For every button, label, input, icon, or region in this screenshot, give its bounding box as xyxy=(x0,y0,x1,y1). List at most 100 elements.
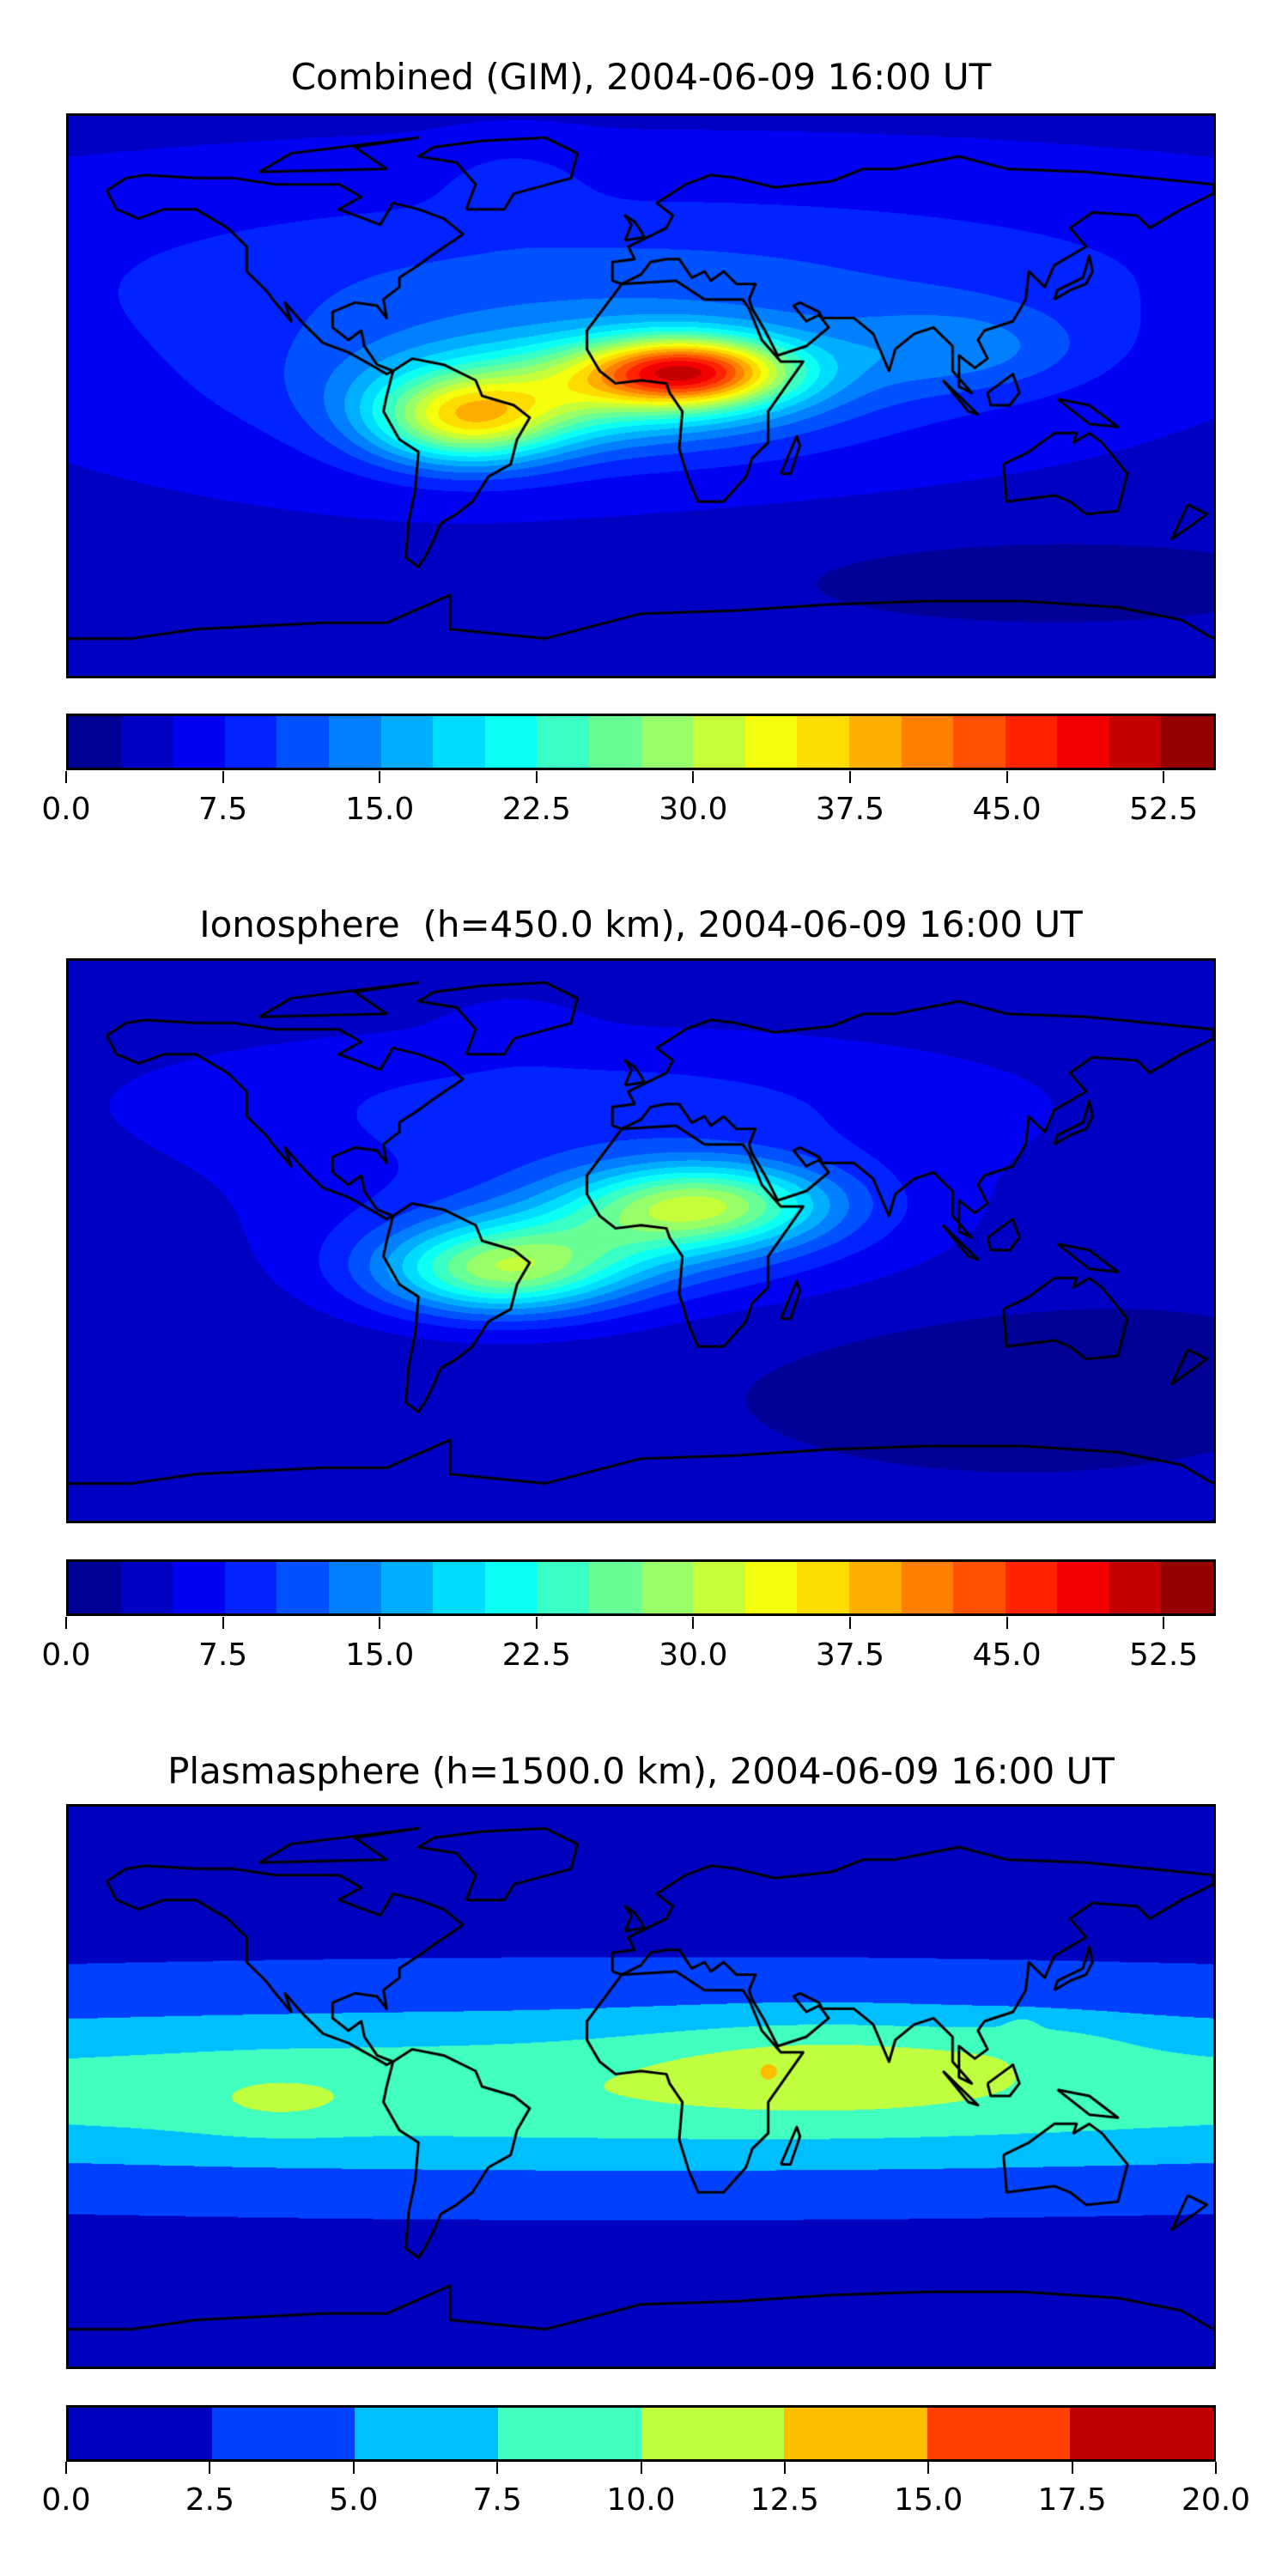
colorbar-bin xyxy=(784,2408,927,2459)
colorbar-bin xyxy=(1161,1562,1214,1613)
colorbar-tick-mark xyxy=(222,1617,224,1629)
colorbar-bin xyxy=(744,716,798,768)
colorbar-tick-mark xyxy=(209,2462,211,2474)
colorbar-bin xyxy=(1109,1562,1162,1613)
colorbar-tick-label: 15.0 xyxy=(345,792,415,827)
map-plot xyxy=(66,958,1216,1523)
colorbar-bin xyxy=(1161,716,1214,768)
colorbar-bin xyxy=(848,716,902,768)
colorbar-tick-label: 12.5 xyxy=(750,2482,819,2518)
colorbar-bin xyxy=(380,1562,434,1613)
colorbar-bin xyxy=(641,1562,694,1613)
colorbar-tick-mark xyxy=(927,2462,930,2474)
colorbar-bin xyxy=(537,1562,589,1613)
colorbar-tick-mark xyxy=(1005,771,1008,783)
colorbar-tick-mark xyxy=(640,2462,642,2474)
colorbar-bin xyxy=(901,716,954,768)
colorbar xyxy=(66,1559,1216,1616)
map-plot xyxy=(66,1804,1216,2369)
colorbar-tick-mark xyxy=(783,2462,786,2474)
colorbar-bin xyxy=(173,716,225,768)
colorbar-ticks: 0.0 2.5 5.0 7.5 10.0 12.5 15.0 17.5 20.0 xyxy=(41,2462,1250,2530)
colorbar-bin xyxy=(797,716,849,768)
colorbar-bin xyxy=(693,1562,745,1613)
colorbar-bin xyxy=(1057,1562,1109,1613)
colorbar-bin xyxy=(953,716,1005,768)
colorbar-bin xyxy=(69,2408,212,2459)
tec-contour-map xyxy=(69,116,1213,676)
colorbar-bin xyxy=(497,2408,641,2459)
colorbar-tick-mark xyxy=(1005,1617,1008,1629)
colorbar-bin xyxy=(355,2408,498,2459)
colorbar-tick-label: 5.0 xyxy=(329,2482,379,2518)
colorbar-tick-label: 7.5 xyxy=(197,792,248,827)
colorbar-tick-mark xyxy=(692,771,695,783)
colorbar-bin xyxy=(641,716,694,768)
colorbar-bin xyxy=(693,716,745,768)
colorbar-tick-mark xyxy=(496,2462,499,2474)
colorbar-bin xyxy=(537,716,589,768)
colorbar-ticks: 0.0 7.5 15.0 22.5 30.0 37.5 45.0 52.5 xyxy=(41,1617,1216,1686)
colorbar-tick-label: 22.5 xyxy=(501,1637,571,1673)
colorbar-bin xyxy=(1005,716,1058,768)
colorbar-tick-label: 7.5 xyxy=(197,1637,248,1673)
map-plot xyxy=(66,113,1216,678)
colorbar-tick-mark xyxy=(222,771,224,783)
colorbar-bin xyxy=(484,716,538,768)
colorbar-bin xyxy=(380,716,434,768)
colorbar-bin xyxy=(69,716,121,768)
colorbar-tick-label: 15.0 xyxy=(345,1637,415,1673)
colorbar-bin xyxy=(901,1562,954,1613)
colorbar-bin xyxy=(120,1562,173,1613)
colorbar-tick-label: 2.5 xyxy=(185,2482,235,2518)
colorbar-tick-label: 7.5 xyxy=(472,2482,522,2518)
colorbar-bin xyxy=(484,1562,538,1613)
colorbar-tick-label: 52.5 xyxy=(1129,1637,1199,1673)
colorbar-bin xyxy=(276,716,329,768)
colorbar-bin xyxy=(211,2408,355,2459)
colorbar-tick-mark xyxy=(65,2462,67,2474)
colorbar-bin xyxy=(588,716,641,768)
colorbar xyxy=(66,714,1216,770)
colorbar-tick-mark xyxy=(848,1617,851,1629)
colorbar-bin xyxy=(433,1562,485,1613)
colorbar-tick-label: 15.0 xyxy=(894,2482,963,2518)
colorbar-bin xyxy=(224,1562,277,1613)
colorbar-tick-mark xyxy=(65,1617,67,1629)
chart-title: Ionosphere (h=450.0 km), 2004-06-09 16:0… xyxy=(199,903,1083,945)
colorbar-bin xyxy=(953,1562,1005,1613)
colorbar-tick-mark xyxy=(65,771,67,783)
colorbar-bin xyxy=(433,716,485,768)
tec-contour-map xyxy=(69,961,1213,1521)
colorbar-tick-label: 30.0 xyxy=(659,792,728,827)
colorbar-tick-mark xyxy=(848,771,851,783)
colorbar-tick-mark xyxy=(379,1617,381,1629)
colorbar-bin xyxy=(588,1562,641,1613)
colorbar-tick-label: 52.5 xyxy=(1129,792,1199,827)
colorbar-tick-mark xyxy=(692,1617,695,1629)
colorbar-bin xyxy=(224,716,277,768)
colorbar-tick-mark xyxy=(535,771,538,783)
colorbar-bin xyxy=(120,716,173,768)
colorbar-bin xyxy=(1109,716,1162,768)
colorbar-tick-label: 37.5 xyxy=(815,792,885,827)
colorbar-tick-mark xyxy=(1071,2462,1073,2474)
colorbar-tick-mark xyxy=(535,1617,538,1629)
colorbar xyxy=(66,2405,1216,2462)
colorbar-tick-label: 20.0 xyxy=(1181,2482,1251,2518)
colorbar-tick-label: 10.0 xyxy=(606,2482,676,2518)
colorbar-bin xyxy=(927,2408,1071,2459)
colorbar-bin xyxy=(328,1562,381,1613)
colorbar-tick-label: 30.0 xyxy=(659,1637,728,1673)
colorbar-bin xyxy=(1070,2408,1213,2459)
colorbar-tick-label: 0.0 xyxy=(41,2482,91,2518)
colorbar-bin xyxy=(276,1562,329,1613)
colorbar-bin xyxy=(173,1562,225,1613)
colorbar-tick-label: 37.5 xyxy=(815,1637,885,1673)
colorbar-bin xyxy=(744,1562,798,1613)
colorbar-bin xyxy=(848,1562,902,1613)
colorbar-tick-mark xyxy=(1163,1617,1165,1629)
colorbar-tick-mark xyxy=(1163,771,1165,783)
colorbar-bin xyxy=(797,1562,849,1613)
colorbar-tick-label: 0.0 xyxy=(41,792,91,827)
